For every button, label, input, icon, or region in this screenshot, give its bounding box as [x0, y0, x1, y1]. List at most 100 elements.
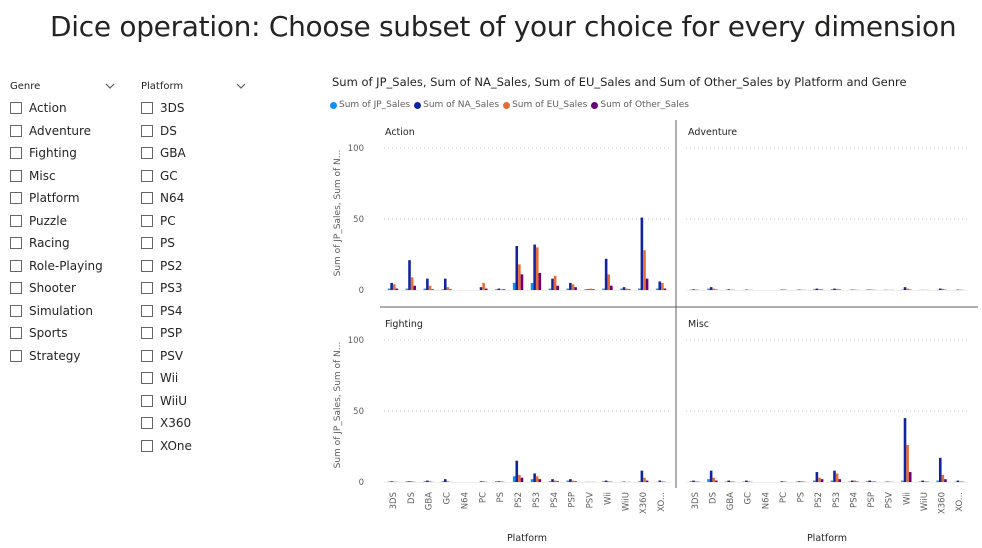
bar	[569, 282, 572, 290]
bar	[574, 481, 577, 482]
genre-item[interactable]: Puzzle	[10, 210, 116, 233]
checkbox[interactable]	[141, 169, 153, 182]
platform-item[interactable]: PS4	[141, 300, 247, 323]
checkbox[interactable]	[141, 237, 153, 250]
checkbox[interactable]	[10, 304, 22, 317]
checkbox[interactable]	[141, 304, 153, 317]
genre-item[interactable]: Shooter	[10, 277, 116, 300]
genre-item[interactable]: Misc	[10, 165, 116, 188]
genre-slicer-header[interactable]: Genre	[10, 78, 116, 94]
platform-slicer-header[interactable]: Platform	[141, 78, 247, 94]
bar	[818, 289, 821, 290]
bar	[727, 289, 731, 290]
checkbox[interactable]	[10, 147, 22, 160]
checkbox[interactable]	[10, 214, 22, 227]
bar	[428, 285, 432, 290]
bar	[835, 473, 839, 482]
genre-item[interactable]: Platform	[10, 187, 116, 210]
checkbox[interactable]	[141, 417, 153, 430]
checkbox[interactable]	[10, 169, 22, 182]
bar	[727, 480, 731, 482]
genre-item[interactable]: Strategy	[10, 345, 116, 368]
bar	[426, 480, 429, 482]
bar	[607, 274, 611, 290]
platform-item[interactable]: GBA	[141, 142, 247, 165]
checkbox[interactable]	[141, 259, 153, 272]
sales-chart[interactable]: Sum of JP_Sales, Sum of N... 0 50 100 Sum of…	[328, 70, 978, 546]
x-tick-label: X360	[938, 492, 948, 514]
checkbox[interactable]	[141, 214, 153, 227]
bar	[515, 245, 519, 290]
checkbox[interactable]	[141, 349, 153, 362]
platform-item[interactable]: XOne	[141, 435, 247, 458]
bar	[408, 260, 411, 290]
bar	[520, 477, 524, 482]
x-tick-label: PS4	[849, 492, 859, 508]
genre-item[interactable]: Fighting	[10, 142, 116, 165]
genre-item[interactable]: Adventure	[10, 120, 116, 143]
checkbox[interactable]	[141, 124, 153, 137]
legend-item[interactable]: Sum of EU_Sales	[503, 100, 587, 110]
bar	[530, 282, 534, 290]
checkbox[interactable]	[10, 124, 22, 137]
bar	[818, 477, 821, 482]
checkbox[interactable]	[141, 327, 153, 340]
platform-item[interactable]: PS3	[141, 277, 247, 300]
checkbox[interactable]	[10, 282, 22, 295]
chevron-down-icon[interactable]	[235, 80, 247, 92]
platform-item[interactable]: GC	[141, 165, 247, 188]
platform-item[interactable]: Wii	[141, 367, 247, 390]
platform-item[interactable]: PSV	[141, 345, 247, 368]
bar	[661, 481, 664, 482]
checkbox[interactable]	[10, 192, 22, 205]
platform-item[interactable]: 3DS	[141, 97, 247, 120]
checkbox[interactable]	[141, 282, 153, 295]
checkbox[interactable]	[141, 394, 153, 407]
bar	[640, 217, 644, 290]
bar	[694, 481, 698, 482]
platform-item[interactable]: DS	[141, 120, 247, 143]
platform-item[interactable]: X360	[141, 412, 247, 435]
genre-item[interactable]: Sports	[10, 322, 116, 345]
panel-title: Adventure	[688, 127, 737, 138]
genre-item[interactable]: Racing	[10, 232, 116, 255]
checkbox[interactable]	[10, 102, 22, 115]
x-tick-label: PS3	[532, 492, 542, 508]
platform-item[interactable]: PSP	[141, 322, 247, 345]
chart-legend: Sum of JP_Sales Sum of NA_Sales Sum of EU_…	[330, 100, 689, 110]
bar	[944, 479, 947, 482]
platform-item[interactable]: PS2	[141, 255, 247, 278]
platform-item[interactable]: PS	[141, 232, 247, 255]
checkbox[interactable]	[141, 147, 153, 160]
bar	[551, 479, 554, 482]
platform-item[interactable]: PC	[141, 210, 247, 233]
bar	[941, 474, 945, 482]
platform-item[interactable]: N64	[141, 187, 247, 210]
bar	[800, 481, 804, 482]
x-tick-label: PS4	[550, 492, 560, 508]
chevron-down-icon[interactable]	[104, 80, 116, 92]
platform-item[interactable]: WiiU	[141, 390, 247, 413]
bar	[446, 481, 450, 482]
checkbox[interactable]	[141, 192, 153, 205]
legend-item[interactable]: Sum of Other_Sales	[591, 100, 689, 110]
x-tick-label: GC	[744, 492, 754, 505]
legend-item[interactable]: Sum of NA_Sales	[414, 100, 499, 110]
checkbox[interactable]	[10, 259, 22, 272]
checkbox[interactable]	[141, 102, 153, 115]
checkbox[interactable]	[141, 372, 153, 385]
genre-item[interactable]: Action	[10, 97, 116, 120]
y-tick-label: 100	[348, 144, 364, 154]
platform-item-label: PS3	[160, 281, 183, 296]
bar	[853, 480, 857, 482]
legend-item[interactable]: Sum of JP_Sales	[330, 100, 410, 110]
checkbox[interactable]	[10, 349, 22, 362]
bar	[602, 288, 605, 290]
checkbox[interactable]	[10, 327, 22, 340]
checkbox[interactable]	[10, 237, 22, 250]
x-tick-label: PSV	[885, 492, 895, 509]
genre-item[interactable]: Simulation	[10, 300, 116, 323]
x-axis-label: Platform	[807, 533, 847, 544]
checkbox[interactable]	[141, 439, 153, 452]
genre-item[interactable]: Role-Playing	[10, 255, 116, 278]
